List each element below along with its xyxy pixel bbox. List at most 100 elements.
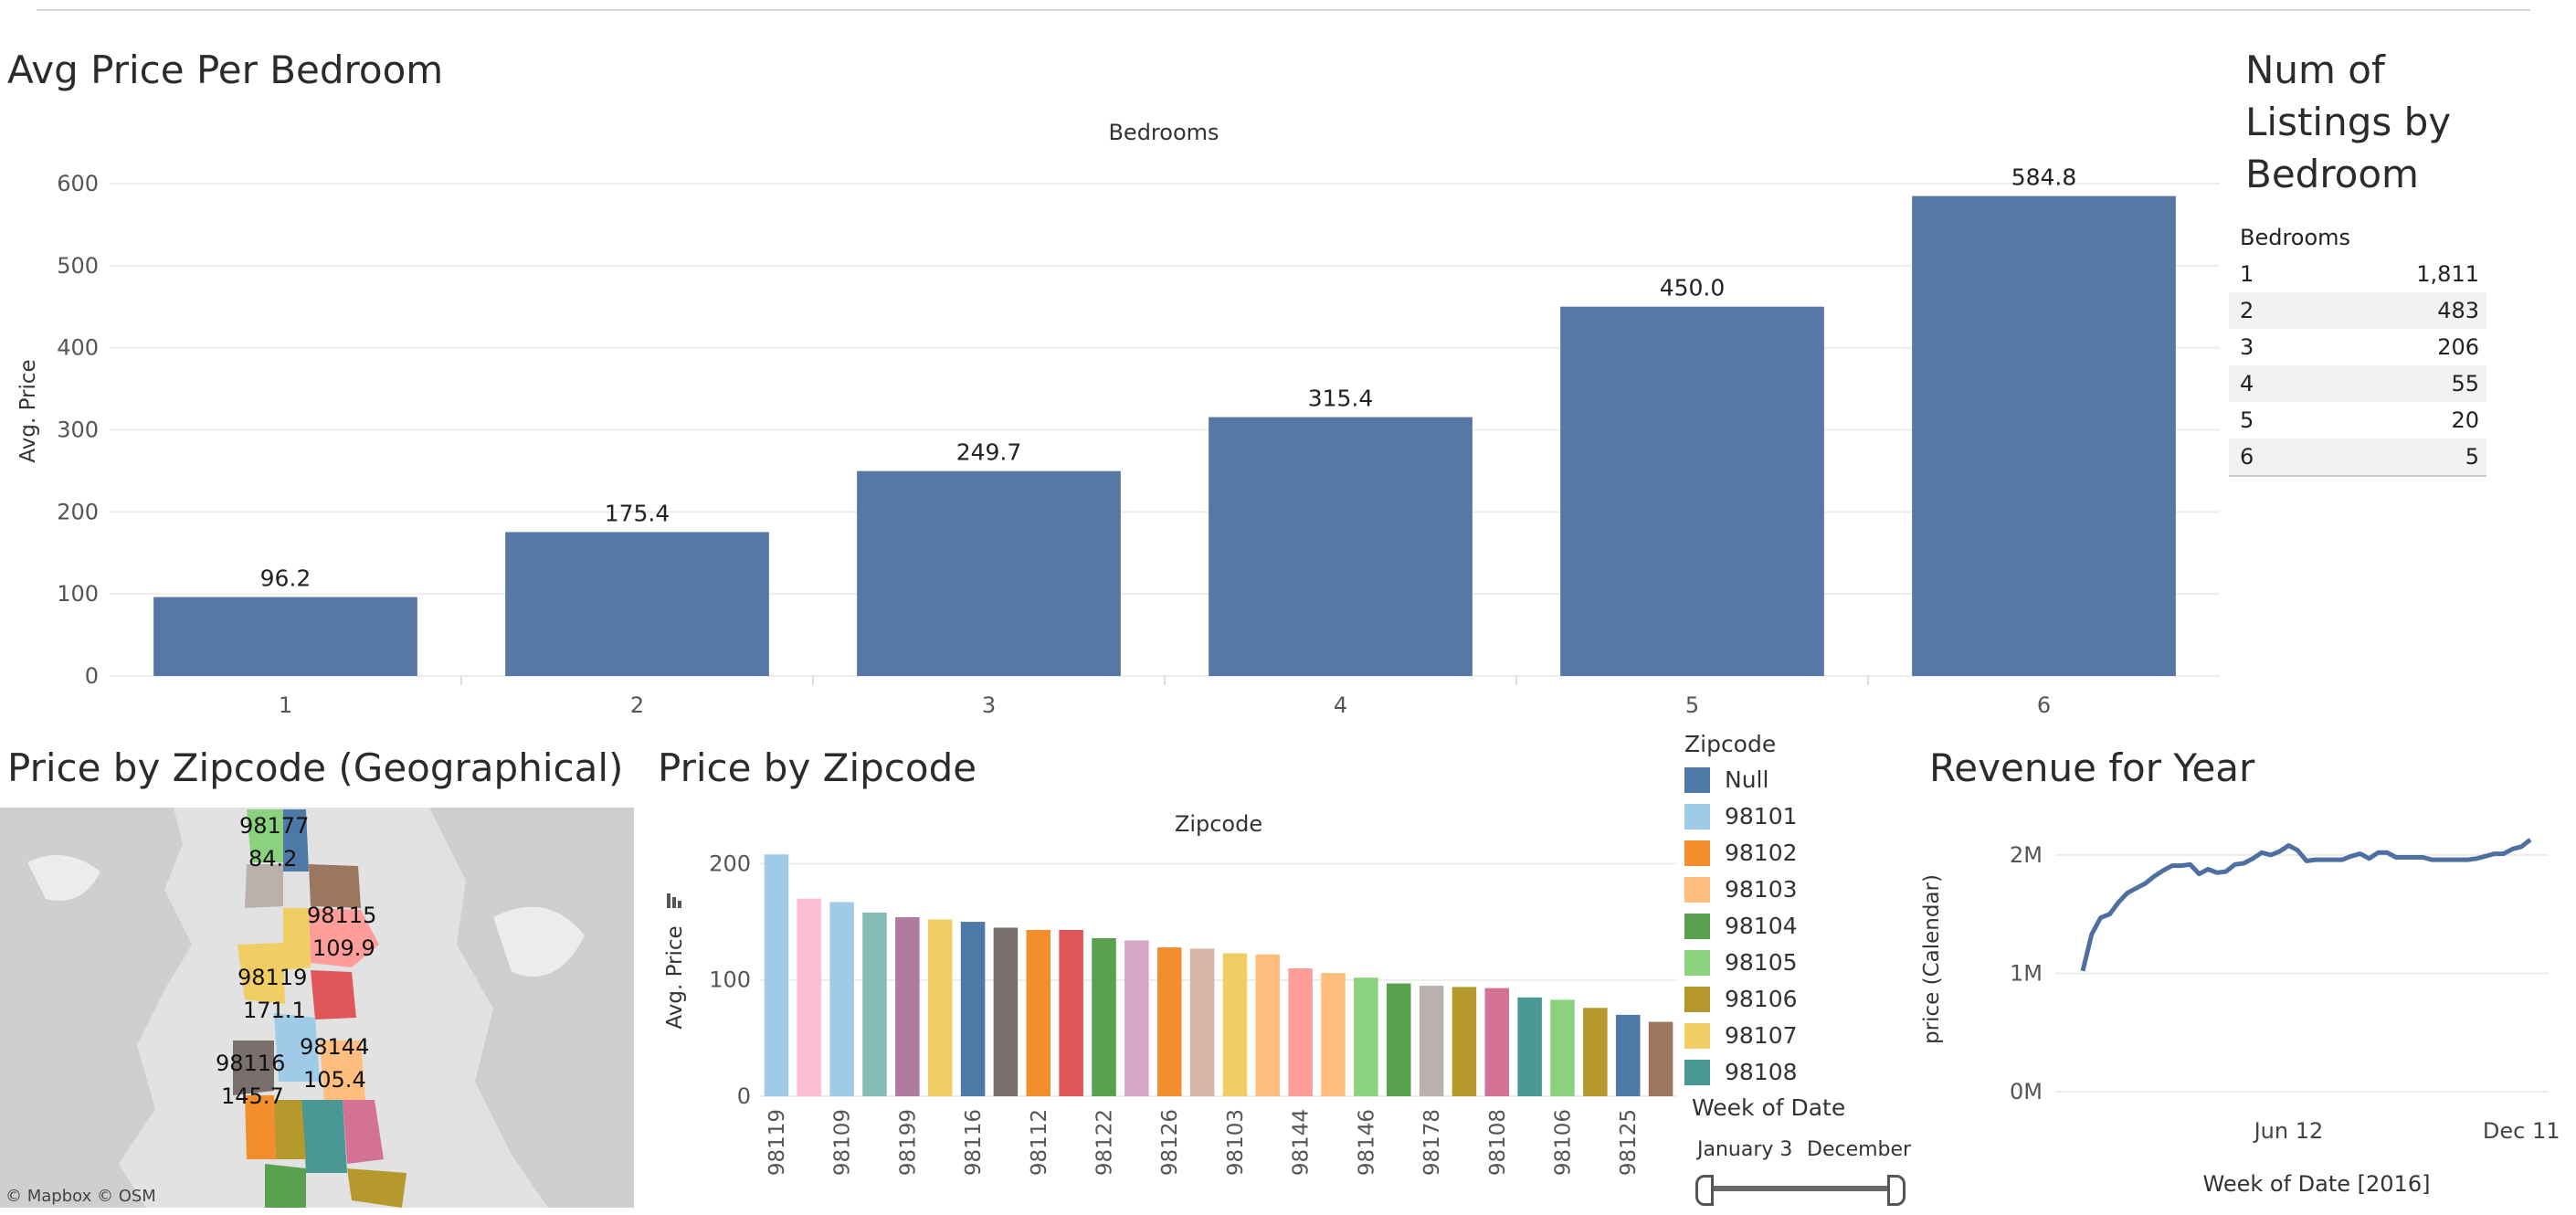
legend-item[interactable]: 98105 [1684,945,1904,981]
bar-chart-data-label: 175.4 [605,500,670,526]
map-value-label: 84.2 [248,846,298,872]
legend-label: 98101 [1725,803,1798,829]
zip-chart-bar [960,922,986,1096]
legend-items[interactable]: Null 98101 98102 98103 98104 98105 98106 98107 9… [1684,762,1904,1105]
zip-chart-bar [862,912,887,1096]
legend-label: 98102 [1725,840,1798,866]
map-zip-label: 98119 [238,965,308,990]
zip-chart-y-tick: 200 [709,850,751,876]
legend-swatch [1684,914,1710,939]
zip-chart-x-tick: 98125 [1617,1109,1641,1176]
legend-title: Zipcode [1684,731,1777,757]
zip-chart-title: Price by Zipcode [658,745,977,790]
zip-chart-bar [1156,947,1182,1096]
legend-item[interactable]: 98101 [1684,798,1904,835]
zip-region [309,864,361,908]
zip-chart-x-tick: 98112 [1028,1109,1051,1176]
table-row: 2 483 [2229,292,2486,329]
zip-chart-x-tick: 98122 [1093,1109,1117,1176]
zip-chart-y-label: Avg. Price [663,925,687,1029]
zip-chart-y-tick: 100 [709,967,751,993]
table-cell-count: 206 [2437,334,2479,360]
price-by-zipcode-chart: Zipcode Avg. Price 0 100 200 98119 98109 9819… [663,811,1677,1176]
week-slider-end-handle[interactable] [1887,1175,1906,1206]
table-row: 4 55 [2229,365,2486,402]
zip-chart-x-tick: 98119 [765,1109,789,1176]
zip-region [283,809,309,872]
bar-chart-bar [505,532,769,676]
zip-region [233,1041,274,1095]
legend-swatch [1684,767,1710,793]
listings-title-line: Num of [2245,48,2385,92]
map-value-label: 105.4 [303,1067,366,1093]
legend-item[interactable]: 98104 [1684,908,1904,945]
water-body [493,906,585,977]
zip-region [343,1100,384,1164]
zip-chart-bar [1124,940,1149,1096]
zip-region [274,1013,320,1082]
legend-label: 98103 [1725,876,1798,903]
bar-chart-y-tick: 600 [57,171,99,196]
legend-label: 98105 [1725,949,1798,976]
week-slider-track[interactable] [1703,1186,1895,1191]
week-filter-start: January 3 [1697,1138,1793,1161]
map-zip-label: 98115 [307,903,377,928]
zipcode-legend: Zipcode Null 98101 98102 98103 98104 98105 981… [1684,727,1904,1105]
sort-icon[interactable] [667,893,681,908]
avg-price-bar-chart: Bedrooms Avg. Price 0 100 200 300 400 500 600 9… [16,120,2220,718]
bar-chart-y-tick: 0 [85,663,99,689]
table-cell-count: 55 [2451,371,2479,396]
legend-swatch [1684,1060,1710,1085]
legend-label: 98104 [1725,913,1798,939]
legend-item[interactable]: 98108 [1684,1054,1904,1091]
zip-region [238,943,285,1004]
zip-region [265,1164,306,1208]
legend-item[interactable]: 98103 [1684,872,1904,908]
legend-item[interactable]: 98107 [1684,1018,1904,1054]
table-bottom-border [2229,475,2486,477]
zip-region [274,1100,306,1159]
legend-item[interactable]: 98106 [1684,981,1904,1018]
bar-chart-title: Avg Price Per Bedroom [7,48,444,92]
legend-swatch [1684,987,1710,1012]
week-slider-start-handle[interactable] [1695,1175,1714,1206]
zip-region [247,809,283,862]
zip-chart-bar [1288,968,1313,1096]
bar-chart-bar [1912,195,2176,676]
legend-swatch [1684,804,1710,829]
zip-chart-bar [1189,948,1215,1096]
legend-item[interactable]: 98102 [1684,835,1904,872]
legend-swatch [1684,950,1710,976]
bar-chart-y-tick: 300 [57,417,99,442]
zip-chart-bar [764,854,789,1096]
table-row: 3 206 [2229,329,2486,365]
week-filter-title: Week of Date [1692,1094,1846,1121]
table-cell-bedrooms: 6 [2240,444,2254,470]
zipcode-map[interactable]: 98177 84.2 98115 109.9 98119 171.1 98144… [0,808,634,1208]
bar-chart-bar [1560,306,1824,676]
zip-chart-x-tick: 98103 [1224,1109,1248,1176]
zip-chart-bar [1452,987,1477,1096]
bar-chart-data-label: 450.0 [1660,275,1726,301]
zip-chart-x-tick: 98144 [1290,1109,1314,1176]
listings-title-line: Bedroom [2245,152,2419,196]
zip-chart-bar [1550,999,1575,1096]
legend-swatch [1684,1023,1710,1049]
revenue-y-tick: 2M [2010,842,2043,868]
zip-chart-bar [1583,1008,1608,1096]
bar-chart-bar [153,597,417,676]
table-cell-count: 483 [2437,298,2479,323]
land-east [429,808,634,1208]
week-filter-end: December [1807,1138,1912,1161]
zip-chart-bar [1321,973,1346,1096]
bar-chart-x-tick: 3 [982,692,996,718]
zip-chart-bar [1648,1021,1673,1096]
legend-item[interactable]: Null [1684,762,1904,798]
listings-table-title: Num of Listings by Bedroom [2245,44,2451,200]
legend-swatch [1684,877,1710,903]
bar-chart-x-tick: 1 [279,692,292,718]
table-row: 5 20 [2229,402,2486,438]
zip-chart-bar [1092,937,1116,1096]
zip-chart-bar [993,927,1019,1096]
zip-chart-bar [829,902,854,1096]
